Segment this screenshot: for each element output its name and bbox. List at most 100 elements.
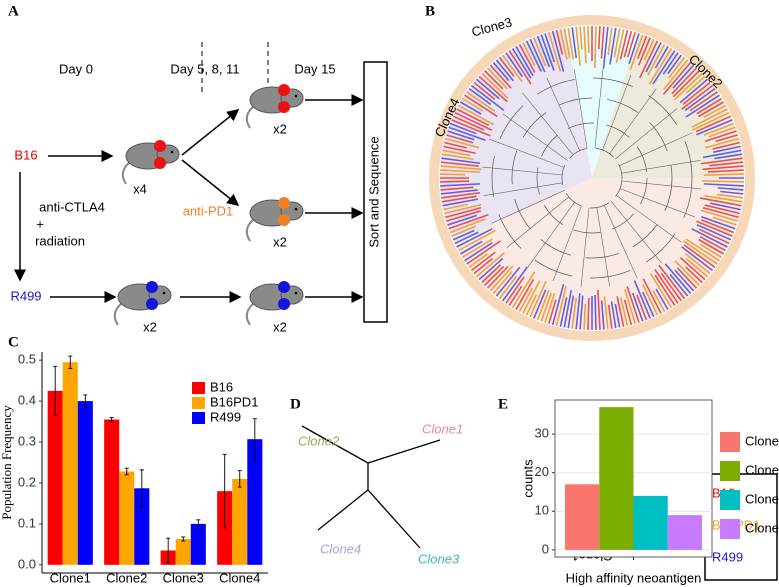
leaf-label — [563, 289, 573, 328]
leaf-label — [712, 216, 737, 226]
x-tick-label: Clone1 — [50, 570, 91, 585]
clone-label: Clone1 — [422, 421, 463, 436]
leaf-label — [681, 246, 714, 272]
mouse-count: x2 — [273, 234, 287, 249]
mouse-ear — [146, 298, 158, 310]
leaf-label — [704, 130, 737, 142]
mouse — [245, 197, 304, 242]
mouse-eye — [294, 207, 298, 211]
y-tick-label: 0.2 — [18, 474, 36, 489]
leaf-label — [461, 97, 484, 112]
bar — [633, 495, 668, 550]
leaf-label — [699, 243, 723, 259]
bar — [190, 523, 206, 565]
mouse — [121, 140, 180, 185]
leaf-label — [683, 240, 718, 265]
leaf-label — [533, 289, 547, 319]
y-tick-label: 10 — [535, 503, 549, 518]
tree-ring — [429, 15, 755, 341]
leaf-label — [696, 119, 733, 136]
treatment-label: anti-CTLA4 — [39, 199, 105, 214]
day-label: Day 5, 8, 11 — [170, 61, 239, 76]
leaf-label — [544, 33, 556, 63]
leaf-label — [440, 186, 474, 191]
leaf-label — [518, 287, 534, 312]
leaf-label — [446, 210, 482, 222]
leaf-label — [609, 27, 617, 65]
tree-branch — [552, 205, 582, 281]
leaf-label — [475, 252, 506, 278]
leaf-label — [642, 284, 659, 316]
leaf-label — [444, 206, 482, 219]
sort-box — [363, 61, 388, 323]
leaf-label — [443, 145, 476, 155]
leaf-label — [696, 224, 732, 241]
y-tick-label: 0 — [542, 541, 549, 556]
panel-label: E — [498, 396, 508, 412]
leaf-label — [492, 271, 513, 295]
tree-branch — [619, 188, 695, 218]
panel-label: D — [290, 396, 301, 412]
leaf-label — [473, 257, 494, 275]
tree-branch — [621, 159, 701, 174]
mouse-ear — [278, 197, 290, 209]
leaf-label — [440, 169, 481, 173]
leaf-label — [475, 78, 500, 100]
leaf-label — [703, 173, 744, 176]
leaf-label — [648, 47, 673, 85]
leaf-label — [483, 69, 504, 90]
leaf-label — [456, 228, 493, 248]
leaf-label — [626, 286, 640, 323]
x-tick-label: Clone2 — [106, 570, 147, 585]
leaf-label — [458, 104, 494, 126]
tree-branch — [604, 205, 638, 279]
leaf-label — [555, 285, 567, 326]
leaf-label — [685, 238, 720, 262]
leaf-label — [689, 91, 718, 112]
leaf-label — [676, 267, 698, 289]
arrow — [181, 159, 240, 206]
leaf-label — [525, 40, 542, 72]
leaf-label — [583, 26, 587, 64]
leaf-label — [579, 295, 584, 330]
tree-arc — [491, 77, 693, 279]
leaf-label — [583, 303, 587, 330]
leaf-label — [716, 193, 743, 199]
mouse-ear — [146, 281, 158, 293]
legend-label: B16 — [210, 379, 233, 394]
bar — [232, 478, 248, 565]
leaf-label — [441, 157, 481, 165]
leaf-label — [495, 266, 521, 297]
leaf-label — [563, 28, 571, 59]
error-bar — [124, 467, 129, 476]
leaf-label — [695, 115, 732, 133]
error-bar — [68, 355, 73, 369]
leaf-label — [536, 35, 551, 68]
leaf-label — [466, 240, 501, 265]
error-bar — [109, 417, 114, 423]
bar — [667, 515, 702, 550]
tree-branch — [527, 202, 575, 268]
leaf-label — [559, 297, 568, 327]
leaf-label — [684, 88, 716, 112]
leaf-label — [470, 84, 505, 112]
leaf-label — [668, 56, 686, 79]
mouse-ear — [278, 214, 290, 226]
leaf-label — [637, 37, 651, 66]
leaf-label — [518, 44, 536, 73]
legend-label: Clone1 — [745, 433, 779, 448]
mouse — [245, 281, 304, 326]
leaf-label — [714, 153, 743, 160]
bar — [175, 539, 191, 565]
error-bar — [237, 470, 242, 488]
tree-branch — [546, 77, 580, 151]
leaf-label — [623, 299, 633, 326]
leaf-label — [594, 26, 597, 69]
mouse-count: x2 — [143, 319, 157, 334]
leaf-label — [681, 84, 714, 110]
error-bar — [196, 519, 201, 529]
bar — [77, 401, 93, 565]
mouse-tail — [245, 105, 255, 129]
treatment-label: + — [36, 216, 44, 231]
leaf-label — [447, 214, 478, 226]
